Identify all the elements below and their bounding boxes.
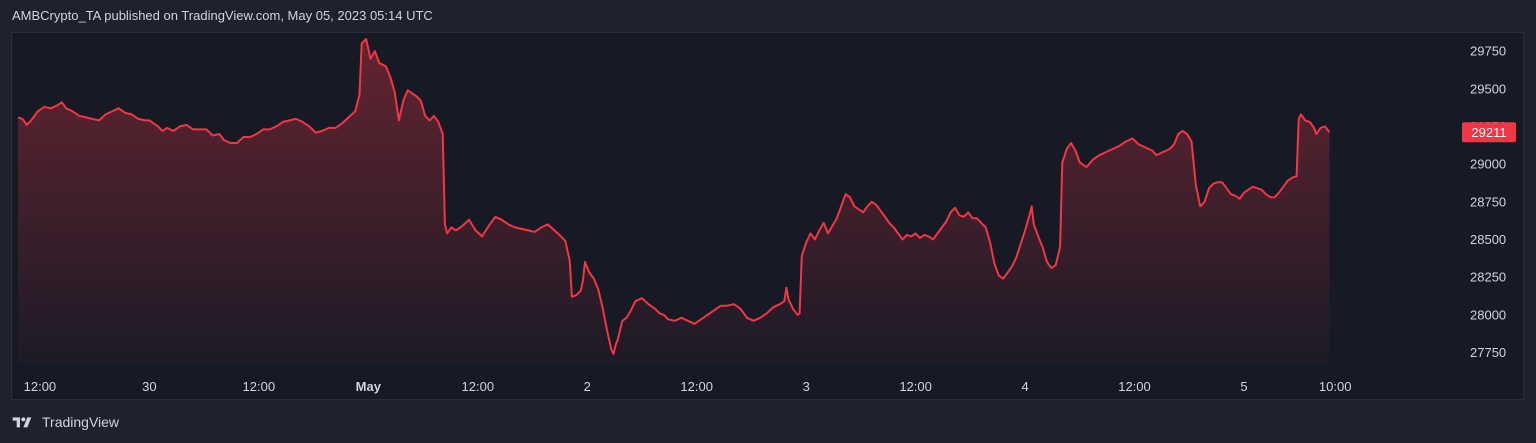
publisher-header: AMBCrypto_TA published on TradingView.co… xyxy=(12,8,433,23)
x-tick-label: 12:00 xyxy=(899,379,932,394)
x-tick-label: May xyxy=(356,379,382,394)
x-tick-label: 12:00 xyxy=(243,379,276,394)
y-tick-label: 29000 xyxy=(1470,157,1506,172)
y-tick-label: 28750 xyxy=(1470,194,1506,209)
tradingview-logo-icon xyxy=(12,417,32,428)
x-tick-label: 10:00 xyxy=(1319,379,1352,394)
price-area-fill xyxy=(18,39,1330,363)
x-tick-label: 12:00 xyxy=(680,379,713,394)
plot-area xyxy=(17,38,1331,363)
last-price-label: 29211 xyxy=(1471,125,1506,140)
chart-frame[interactable]: 2975029500292502900028750285002825028000… xyxy=(11,32,1524,400)
axes: 2975029500292502900028750285002825028000… xyxy=(24,44,1516,394)
x-tick-label: 12:00 xyxy=(462,379,495,394)
x-tick-label: 4 xyxy=(1021,379,1028,394)
x-tick-label: 3 xyxy=(803,379,810,394)
y-tick-label: 27750 xyxy=(1470,345,1506,360)
y-tick-label: 29750 xyxy=(1470,44,1506,59)
x-tick-label: 30 xyxy=(142,379,156,394)
y-tick-label: 28000 xyxy=(1470,307,1506,322)
y-tick-label: 28500 xyxy=(1470,232,1506,247)
tradingview-brand-text: TradingView xyxy=(42,414,120,430)
x-tick-label: 2 xyxy=(584,379,591,394)
last-price-badge xyxy=(1462,122,1516,143)
footer-brand[interactable]: TradingView xyxy=(12,414,119,430)
price-line xyxy=(17,38,1331,355)
price-chart[interactable]: 2975029500292502900028750285002825028000… xyxy=(12,33,1525,401)
y-tick-label: 28250 xyxy=(1470,270,1506,285)
x-tick-label: 12:00 xyxy=(24,379,57,394)
y-tick-label: 29500 xyxy=(1470,81,1506,96)
x-tick-label: 5 xyxy=(1240,379,1247,394)
x-tick-label: 12:00 xyxy=(1118,379,1151,394)
